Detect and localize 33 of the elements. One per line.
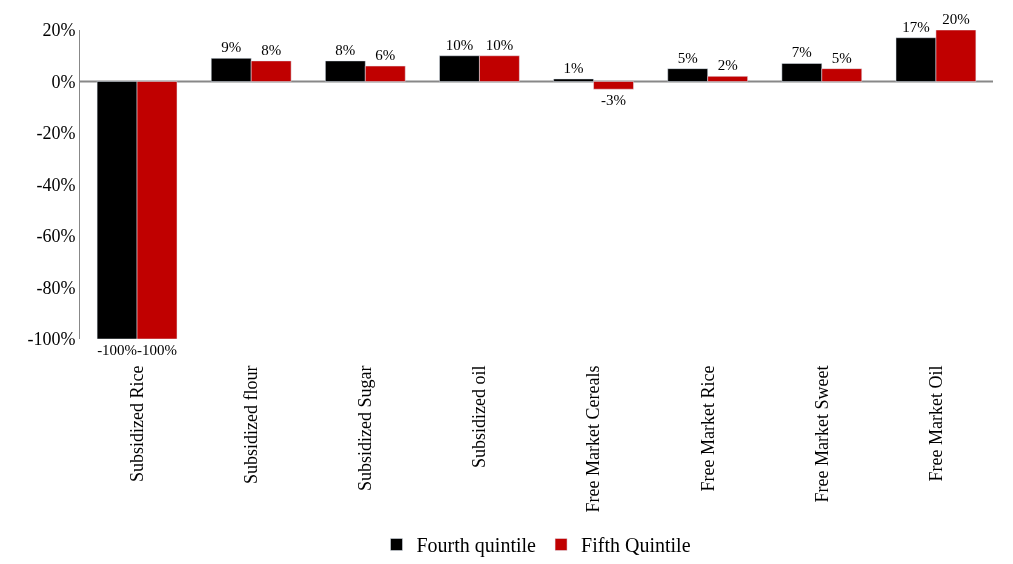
data-label: -100% [97,341,138,358]
y-tick-label: 20% [42,20,76,41]
x-tick-label: Free Market Oil [925,365,946,482]
x-tick-label: Subsidized flour [241,365,262,485]
x-tick-label: Free Market Cereals [583,365,604,513]
y-tick-label: -40% [36,174,76,195]
y-tick-label: 0% [51,71,76,92]
y-tick-label: -100% [27,329,76,350]
legend-label: Fourth quintile [416,534,537,558]
x-tick-label: Free Market Rice [697,365,718,492]
data-label: 6% [375,47,396,64]
data-label: 5% [677,49,698,66]
data-label: 8% [335,41,356,58]
data-label: 17% [902,18,930,35]
y-tick-label: -20% [36,123,76,144]
data-label: 2% [717,57,738,74]
data-label: 9% [221,39,242,56]
data-label: 8% [261,41,282,58]
x-tick-label: Subsidized oil [469,365,490,469]
legend-label: Fifth Quintile [581,534,691,557]
x-tick-label: Free Market Sweet [811,365,832,503]
data-label: 7% [791,44,812,61]
data-label: -100% [137,341,177,358]
data-label: 5% [831,49,852,66]
data-label: 1% [563,59,584,76]
data-label: 10% [485,36,514,53]
data-label: -3% [601,92,627,109]
y-tick-label: -80% [36,277,76,298]
data-label: 10% [445,36,474,53]
y-tick-label: -60% [36,226,76,247]
x-tick-label: Subsidized Sugar [355,365,376,492]
x-tick-label: Subsidized Rice [126,365,147,483]
data-label: 20% [942,11,970,27]
